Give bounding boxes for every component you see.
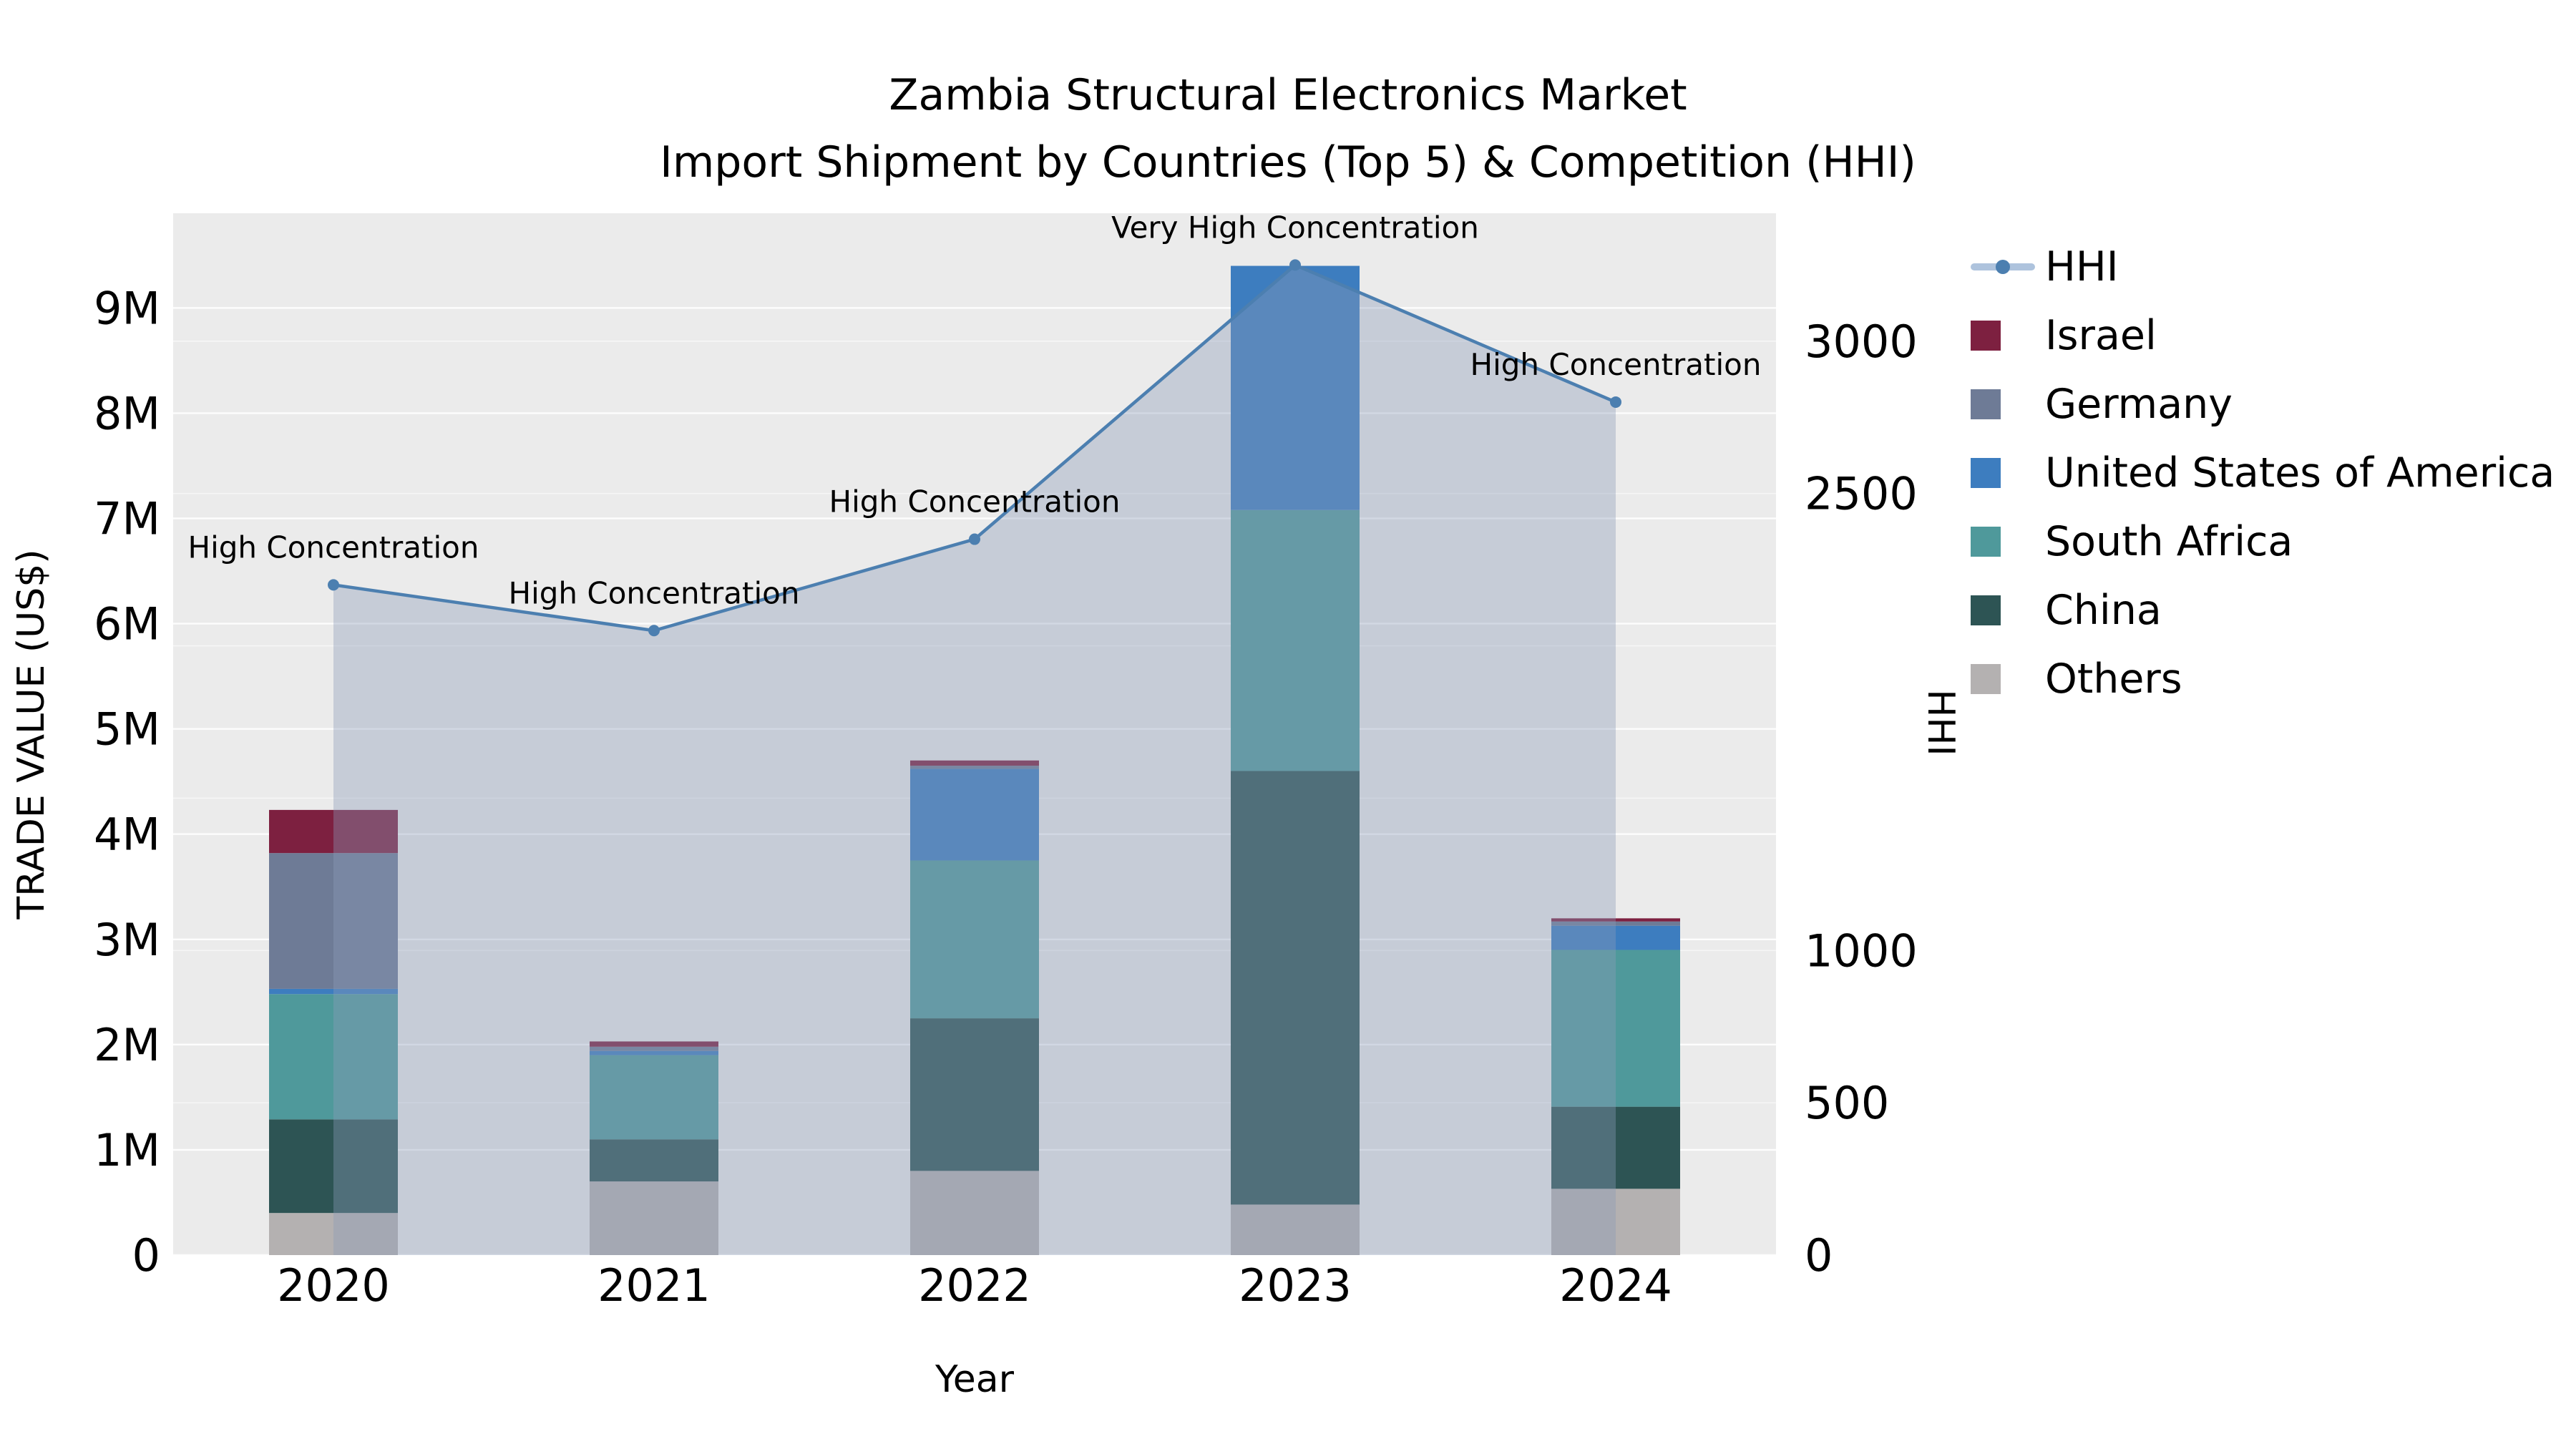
- y-left-tick-label-9M: 9M: [94, 282, 160, 334]
- bar-segment-south-africa-2020: [269, 994, 398, 1120]
- legend: HHI Israel Germany United States of America…: [1971, 233, 2555, 713]
- bar-segment-united-states-of-america-2020: [269, 988, 398, 995]
- y-left-tick-label-0: 0: [132, 1229, 160, 1282]
- bar-segment-south-africa-2022: [910, 860, 1039, 1019]
- hhi-marker-2020: [328, 579, 339, 591]
- y-right-tick-label-2500: 2500: [1805, 468, 1918, 520]
- bar-segment-germany-2021: [590, 1046, 718, 1051]
- legend-swatch-icon: [1971, 458, 2001, 488]
- legend-label: HHI: [2045, 243, 2119, 291]
- legend-item-china: China: [1971, 576, 2555, 645]
- chart-title-line1: Zambia Structural Electronics Market: [889, 70, 1687, 120]
- bar-segment-others-2021: [590, 1181, 718, 1255]
- legend-symbol: [1971, 458, 2045, 488]
- bar-segment-united-states-of-america-2024: [1551, 925, 1680, 950]
- annotation-2022: High Concentration: [829, 484, 1121, 519]
- bar-segment-israel-2024: [1551, 918, 1680, 922]
- y-left-axis-title: TRADE VALUE (US$): [10, 549, 53, 919]
- legend-symbol: [1971, 527, 2045, 557]
- legend-symbol: [1971, 664, 2045, 694]
- bar-segment-south-africa-2024: [1551, 950, 1680, 1107]
- x-tick-label-2024: 2024: [1559, 1259, 1672, 1312]
- bar-segment-germany-2020: [269, 853, 398, 989]
- hhi-marker-2023: [1289, 259, 1301, 271]
- y-right-tick-label-500: 500: [1805, 1077, 1889, 1129]
- y-right-tick-label-1000: 1000: [1805, 924, 1918, 977]
- legend-swatch-icon: [1971, 664, 2001, 694]
- bar-segment-others-2022: [910, 1171, 1039, 1255]
- bar-segment-south-africa-2021: [590, 1055, 718, 1140]
- legend-label: China: [2045, 587, 2162, 634]
- bar-segment-others-2020: [269, 1213, 398, 1255]
- bar-segment-israel-2021: [590, 1041, 718, 1047]
- legend-item-hhi: HHI: [1971, 233, 2555, 301]
- x-axis-title: Year: [935, 1358, 1015, 1401]
- legend-swatch-icon: [1971, 527, 2001, 557]
- y-left-tick-label-7M: 7M: [94, 493, 160, 545]
- chart-title-line2: Import Shipment by Countries (Top 5) & C…: [660, 137, 1916, 187]
- legend-item-israel: Israel: [1971, 301, 2555, 370]
- hhi-marker-2021: [648, 625, 660, 637]
- legend-label: United States of America: [2045, 449, 2555, 497]
- y-left-tick-label-2M: 2M: [94, 1019, 160, 1071]
- chart-title: Zambia Structural Electronics Market Imp…: [0, 62, 2576, 196]
- hhi-area-fill: [333, 265, 1616, 1255]
- annotation-2023: Very High Concentration: [1111, 210, 1479, 245]
- legend-item-others: Others: [1971, 645, 2555, 713]
- bar-segment-united-states-of-america-2021: [590, 1050, 718, 1055]
- x-tick-label-2023: 2023: [1239, 1259, 1352, 1312]
- y-left-tick-label-4M: 4M: [94, 809, 160, 861]
- bar-segment-others-2024: [1551, 1189, 1680, 1255]
- legend-item-south-africa: South Africa: [1971, 507, 2555, 576]
- y-right-tick-label-0: 0: [1805, 1229, 1833, 1282]
- bar-segment-others-2023: [1231, 1204, 1360, 1255]
- bar-segment-germany-2024: [1551, 921, 1680, 926]
- bar-segment-israel-2020: [269, 809, 398, 854]
- y-right-axis-title: HHI: [1919, 689, 1962, 756]
- y-right-tick-label-3000: 3000: [1805, 316, 1918, 368]
- hhi-marker-2022: [969, 533, 980, 545]
- bar-segment-china-2023: [1231, 771, 1360, 1205]
- bar-segment-united-states-of-america-2022: [910, 769, 1039, 861]
- legend-symbol: [1971, 595, 2045, 625]
- legend-label: Germany: [2045, 381, 2233, 428]
- y-left-tick-label-3M: 3M: [94, 914, 160, 966]
- x-tick-label-2020: 2020: [277, 1259, 390, 1312]
- bar-segment-china-2024: [1551, 1106, 1680, 1189]
- legend-swatch-icon: [1971, 389, 2001, 419]
- y-left-tick-label-8M: 8M: [94, 387, 160, 439]
- legend-label: South Africa: [2045, 518, 2293, 565]
- bar-segment-germany-2022: [910, 766, 1039, 769]
- bar-segment-china-2022: [910, 1018, 1039, 1171]
- legend-item-united-states-of-america: United States of America: [1971, 439, 2555, 507]
- y-left-tick-label-1M: 1M: [94, 1124, 160, 1176]
- legend-swatch-icon: [1971, 321, 2001, 351]
- y-left-tick-label-6M: 6M: [94, 598, 160, 650]
- legend-item-germany: Germany: [1971, 370, 2555, 439]
- x-tick-label-2021: 2021: [597, 1259, 711, 1312]
- bar-segment-south-africa-2023: [1231, 509, 1360, 771]
- bar-segment-china-2020: [269, 1119, 398, 1214]
- bar-segment-china-2021: [590, 1139, 718, 1182]
- bar-segment-united-states-of-america-2023: [1231, 265, 1360, 510]
- annotation-2020: High Concentration: [188, 530, 479, 565]
- x-tick-label-2022: 2022: [918, 1259, 1031, 1312]
- annotation-2024: High Concentration: [1470, 347, 1762, 382]
- hhi-marker-2024: [1610, 396, 1621, 408]
- annotation-2021: High Concentration: [509, 575, 800, 610]
- legend-symbol: [1971, 321, 2045, 351]
- hhi-line-legend-icon: [1971, 263, 2035, 270]
- legend-swatch-icon: [1971, 595, 2001, 625]
- legend-label: Israel: [2045, 312, 2157, 359]
- legend-label: Others: [2045, 655, 2182, 703]
- legend-symbol: [1971, 263, 2045, 270]
- legend-symbol: [1971, 389, 2045, 419]
- bar-segment-israel-2022: [910, 760, 1039, 766]
- y-left-tick-label-5M: 5M: [94, 703, 160, 756]
